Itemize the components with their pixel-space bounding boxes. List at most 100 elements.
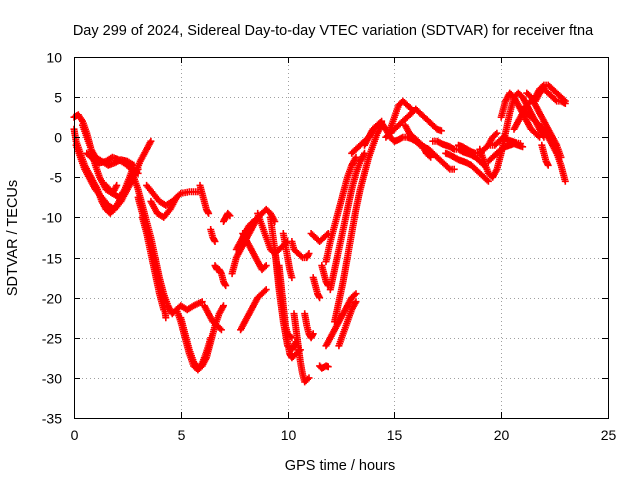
data-point [262,262,270,270]
series-arc-27 [279,230,296,282]
x-tick-label: 10 [281,427,297,443]
x-tick-label: 5 [178,427,186,443]
data-point [222,282,230,290]
y-tick-label: -25 [42,331,62,347]
data-point [211,238,219,245]
data-point [305,374,313,382]
chart-title: Day 299 of 2024, Sidereal Day-to-day VTE… [73,23,594,39]
data-point [113,181,121,189]
data-point [561,177,569,185]
series-arc-38 [322,290,360,350]
series-arc-11 [147,193,180,221]
tick-labels: 0 5 10 15 20 25 10 5 0 -5 -10 -15 -20 -25 -30 -35 [42,50,617,444]
data-point [352,290,360,298]
data-point [544,161,552,169]
series-arc-28 [288,238,313,262]
series-arc-29 [290,310,313,386]
series-arc-22 [239,230,270,274]
x-tick-label: 25 [601,427,617,443]
data-point [406,104,414,112]
series-arc-16 [207,226,219,245]
data-point [493,129,501,137]
series-arc-52 [487,133,524,149]
series-arc-18 [220,209,234,225]
data-point [534,132,542,140]
series-arc-15 [200,302,225,334]
data-point [162,314,170,322]
data-point [207,334,215,342]
data-point [305,250,313,257]
series-arc-31 [307,230,332,245]
y-tick-label: -10 [42,210,62,226]
data-point [147,137,155,145]
series-arc-14 [196,181,213,217]
axis-ticks [74,57,609,419]
y-tick-label: 0 [54,130,62,146]
plot-frame [74,57,609,419]
data-point [516,140,524,148]
series-arc-57 [531,85,569,107]
data-point [352,153,360,161]
data-point [561,100,569,107]
series-arc-30 [301,310,317,342]
x-axis-label: GPS time / hours [285,458,395,474]
series-arc-58 [538,141,552,169]
data-point [225,211,233,219]
data-point [205,209,213,217]
x-tick-label: 0 [71,427,79,443]
data-point [262,286,270,294]
x-tick-label: 20 [494,427,510,443]
y-axis-label: SDTVAR / TECUs [5,180,21,296]
series-arc-48 [442,149,492,185]
x-tick-label: 15 [387,427,403,443]
series-arc-45 [401,121,435,161]
data-point [216,324,224,332]
data-point [297,252,305,260]
y-tick-label: -20 [42,291,62,307]
data-point [450,165,458,173]
data-point [551,96,559,104]
data-point [557,153,565,161]
y-tick-label: -35 [42,411,62,427]
series-arc-43 [382,105,445,141]
y-tick-label: 10 [46,50,62,66]
series-arc-42 [386,97,415,133]
data-point [261,287,269,295]
data-point [309,330,317,338]
data-points [70,81,569,386]
y-tick-label: 5 [54,90,62,106]
series-arc-36 [326,149,368,294]
data-point [288,274,296,282]
y-tick-label: -15 [42,251,62,267]
series-arc-13 [177,314,215,372]
data-point [316,294,324,302]
y-tick-label: -5 [50,170,63,186]
data-point [437,127,445,135]
series-arc-49 [455,129,501,157]
data-point [352,298,360,306]
data-point [198,298,206,306]
data-point [217,326,225,334]
data-point [160,306,168,314]
series-arc-21 [237,286,270,334]
data-point [220,302,227,310]
data-point [484,177,492,185]
series-arc-32 [309,274,324,302]
series-arc-56 [523,89,565,161]
data-point [351,291,358,299]
data-point [304,375,311,383]
data-point [134,165,142,173]
series-arc-17 [211,262,230,290]
series-arc-39 [335,298,360,350]
series-arc-46 [425,145,458,173]
series-arc-35 [322,153,360,266]
data-point [324,363,332,371]
data-point [173,193,180,201]
data-point [226,212,234,220]
data-point [286,332,294,340]
series-arc-09 [138,213,168,314]
data-point [483,176,491,184]
data-point [492,131,499,138]
data-point [536,133,544,141]
